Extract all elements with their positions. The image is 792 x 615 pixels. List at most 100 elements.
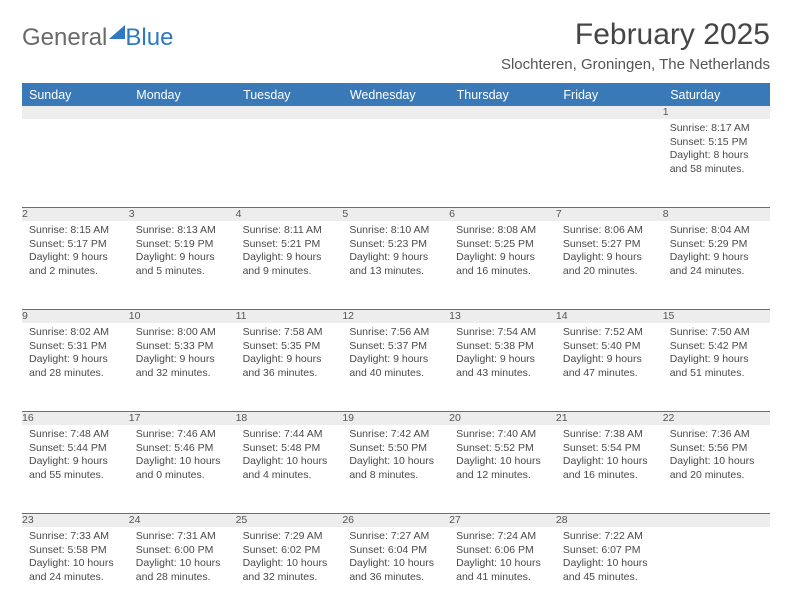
sunrise-line: Sunrise: 7:42 AM [349, 428, 442, 441]
sunrise-line: Sunrise: 7:44 AM [243, 428, 336, 441]
day-number [22, 106, 129, 119]
day-cell: Sunrise: 8:02 AMSunset: 5:31 PMDaylight:… [22, 323, 129, 411]
sunset-line: Sunset: 6:04 PM [349, 544, 442, 557]
day-cell [556, 119, 663, 207]
sunrise-line: Sunrise: 7:46 AM [136, 428, 229, 441]
sunset-line: Sunset: 5:50 PM [349, 442, 442, 455]
day-cell: Sunrise: 7:33 AMSunset: 5:58 PMDaylight:… [22, 527, 129, 615]
day-number: 13 [449, 309, 556, 323]
daylight-line: Daylight: 9 hours and 40 minutes. [349, 353, 442, 380]
day-cell: Sunrise: 8:08 AMSunset: 5:25 PMDaylight:… [449, 221, 556, 309]
day-number: 22 [663, 411, 770, 425]
day-number: 10 [129, 309, 236, 323]
sunrise-line: Sunrise: 7:38 AM [563, 428, 656, 441]
sunset-line: Sunset: 5:54 PM [563, 442, 656, 455]
day-cell: Sunrise: 7:22 AMSunset: 6:07 PMDaylight:… [556, 527, 663, 615]
sunrise-line: Sunrise: 8:02 AM [29, 326, 122, 339]
day-number: 2 [22, 207, 129, 221]
week-row: Sunrise: 8:15 AMSunset: 5:17 PMDaylight:… [22, 221, 770, 309]
sunrise-line: Sunrise: 7:36 AM [670, 428, 763, 441]
day-number: 12 [342, 309, 449, 323]
sunrise-line: Sunrise: 8:10 AM [349, 224, 442, 237]
col-sunday: Sunday [22, 84, 129, 106]
sunrise-line: Sunrise: 8:08 AM [456, 224, 549, 237]
day-number: 9 [22, 309, 129, 323]
daylight-line: Daylight: 10 hours and 0 minutes. [136, 455, 229, 482]
daynum-row: 16171819202122 [22, 411, 770, 425]
sunset-line: Sunset: 5:58 PM [29, 544, 122, 557]
day-cell: Sunrise: 7:31 AMSunset: 6:00 PMDaylight:… [129, 527, 236, 615]
day-number: 19 [342, 411, 449, 425]
sunset-line: Sunset: 5:21 PM [243, 238, 336, 251]
day-cell: Sunrise: 8:04 AMSunset: 5:29 PMDaylight:… [663, 221, 770, 309]
daylight-line: Daylight: 9 hours and 51 minutes. [670, 353, 763, 380]
day-cell: Sunrise: 7:52 AMSunset: 5:40 PMDaylight:… [556, 323, 663, 411]
sunset-line: Sunset: 5:31 PM [29, 340, 122, 353]
day-cell: Sunrise: 7:29 AMSunset: 6:02 PMDaylight:… [236, 527, 343, 615]
sunrise-line: Sunrise: 8:06 AM [563, 224, 656, 237]
day-number [129, 106, 236, 119]
logo-word1: General [22, 24, 107, 52]
day-number: 24 [129, 513, 236, 527]
day-cell: Sunrise: 7:54 AMSunset: 5:38 PMDaylight:… [449, 323, 556, 411]
logo-triangle-icon [109, 25, 125, 39]
location-subtitle: Slochteren, Groningen, The Netherlands [501, 56, 770, 73]
day-number: 27 [449, 513, 556, 527]
sunset-line: Sunset: 5:37 PM [349, 340, 442, 353]
day-cell: Sunrise: 7:40 AMSunset: 5:52 PMDaylight:… [449, 425, 556, 513]
sunset-line: Sunset: 6:06 PM [456, 544, 549, 557]
col-friday: Friday [556, 84, 663, 106]
daynum-row: 9101112131415 [22, 309, 770, 323]
sunset-line: Sunset: 6:07 PM [563, 544, 656, 557]
day-cell: Sunrise: 8:11 AMSunset: 5:21 PMDaylight:… [236, 221, 343, 309]
day-cell [342, 119, 449, 207]
sunset-line: Sunset: 5:46 PM [136, 442, 229, 455]
week-row: Sunrise: 7:48 AMSunset: 5:44 PMDaylight:… [22, 425, 770, 513]
day-cell: Sunrise: 8:15 AMSunset: 5:17 PMDaylight:… [22, 221, 129, 309]
sunrise-line: Sunrise: 7:50 AM [670, 326, 763, 339]
sunset-line: Sunset: 5:15 PM [670, 136, 763, 149]
sunrise-line: Sunrise: 7:24 AM [456, 530, 549, 543]
page-title: February 2025 [501, 18, 770, 52]
day-cell: Sunrise: 8:00 AMSunset: 5:33 PMDaylight:… [129, 323, 236, 411]
day-cell [236, 119, 343, 207]
daylight-line: Daylight: 9 hours and 13 minutes. [349, 251, 442, 278]
day-number [342, 106, 449, 119]
day-cell: Sunrise: 7:24 AMSunset: 6:06 PMDaylight:… [449, 527, 556, 615]
sunset-line: Sunset: 5:42 PM [670, 340, 763, 353]
day-cell: Sunrise: 8:10 AMSunset: 5:23 PMDaylight:… [342, 221, 449, 309]
day-number: 28 [556, 513, 663, 527]
sunset-line: Sunset: 5:19 PM [136, 238, 229, 251]
sunset-line: Sunset: 5:52 PM [456, 442, 549, 455]
sunrise-line: Sunrise: 8:11 AM [243, 224, 336, 237]
day-number: 25 [236, 513, 343, 527]
day-cell: Sunrise: 7:50 AMSunset: 5:42 PMDaylight:… [663, 323, 770, 411]
sunrise-line: Sunrise: 7:52 AM [563, 326, 656, 339]
day-cell: Sunrise: 7:44 AMSunset: 5:48 PMDaylight:… [236, 425, 343, 513]
sunrise-line: Sunrise: 7:56 AM [349, 326, 442, 339]
col-monday: Monday [129, 84, 236, 106]
day-number: 4 [236, 207, 343, 221]
week-row: Sunrise: 8:17 AMSunset: 5:15 PMDaylight:… [22, 119, 770, 207]
daylight-line: Daylight: 9 hours and 16 minutes. [456, 251, 549, 278]
sunrise-line: Sunrise: 7:29 AM [243, 530, 336, 543]
day-number [556, 106, 663, 119]
daylight-line: Daylight: 9 hours and 55 minutes. [29, 455, 122, 482]
daylight-line: Daylight: 10 hours and 41 minutes. [456, 557, 549, 584]
sunrise-line: Sunrise: 8:17 AM [670, 122, 763, 135]
daylight-line: Daylight: 10 hours and 4 minutes. [243, 455, 336, 482]
daylight-line: Daylight: 10 hours and 20 minutes. [670, 455, 763, 482]
sunrise-line: Sunrise: 7:31 AM [136, 530, 229, 543]
day-number: 7 [556, 207, 663, 221]
daylight-line: Daylight: 9 hours and 43 minutes. [456, 353, 549, 380]
day-cell: Sunrise: 8:06 AMSunset: 5:27 PMDaylight:… [556, 221, 663, 309]
daylight-line: Daylight: 9 hours and 24 minutes. [670, 251, 763, 278]
daynum-row: 2345678 [22, 207, 770, 221]
day-number: 23 [22, 513, 129, 527]
day-cell: Sunrise: 7:58 AMSunset: 5:35 PMDaylight:… [236, 323, 343, 411]
day-number: 26 [342, 513, 449, 527]
sunrise-line: Sunrise: 8:00 AM [136, 326, 229, 339]
col-tuesday: Tuesday [236, 84, 343, 106]
day-number: 17 [129, 411, 236, 425]
day-cell: Sunrise: 7:42 AMSunset: 5:50 PMDaylight:… [342, 425, 449, 513]
